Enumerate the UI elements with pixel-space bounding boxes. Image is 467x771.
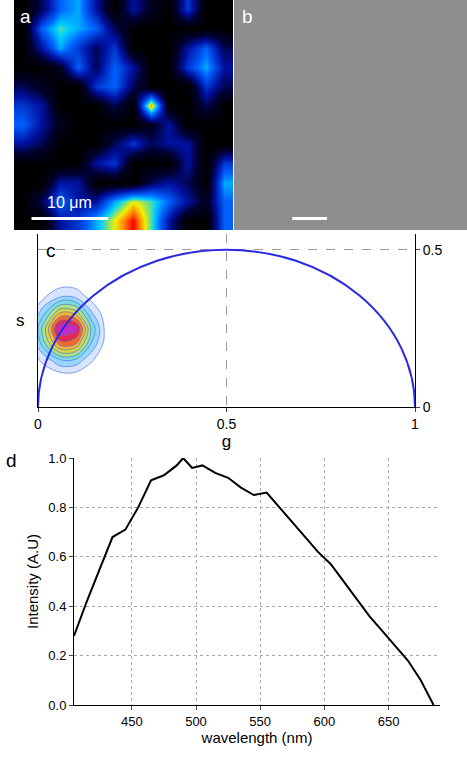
svg-text:550: 550 (249, 714, 271, 729)
svg-text:c: c (46, 240, 56, 261)
svg-text:d: d (6, 450, 17, 471)
svg-text:450: 450 (121, 714, 143, 729)
svg-text:0: 0 (34, 416, 42, 432)
svg-text:0: 0 (423, 399, 431, 415)
svg-text:650: 650 (378, 714, 400, 729)
svg-text:0.0: 0.0 (48, 698, 66, 713)
svg-text:b: b (242, 6, 253, 27)
svg-text:10 μm: 10 μm (47, 194, 92, 211)
svg-text:0.5: 0.5 (217, 416, 237, 432)
svg-text:Intensity (A.U): Intensity (A.U) (24, 534, 41, 629)
svg-text:1.0: 1.0 (48, 451, 66, 466)
svg-text:1: 1 (411, 416, 419, 432)
svg-text:600: 600 (314, 714, 336, 729)
svg-text:a: a (20, 6, 31, 27)
svg-text:g: g (222, 432, 231, 451)
svg-text:0.8: 0.8 (48, 500, 66, 515)
svg-text:wavelength (nm): wavelength (nm) (201, 729, 313, 746)
svg-text:500: 500 (185, 714, 207, 729)
svg-text:0.4: 0.4 (48, 599, 66, 614)
svg-text:0.6: 0.6 (48, 549, 66, 564)
svg-text:0.2: 0.2 (48, 648, 66, 663)
svg-text:s: s (16, 311, 25, 330)
svg-text:0.5: 0.5 (423, 242, 443, 258)
